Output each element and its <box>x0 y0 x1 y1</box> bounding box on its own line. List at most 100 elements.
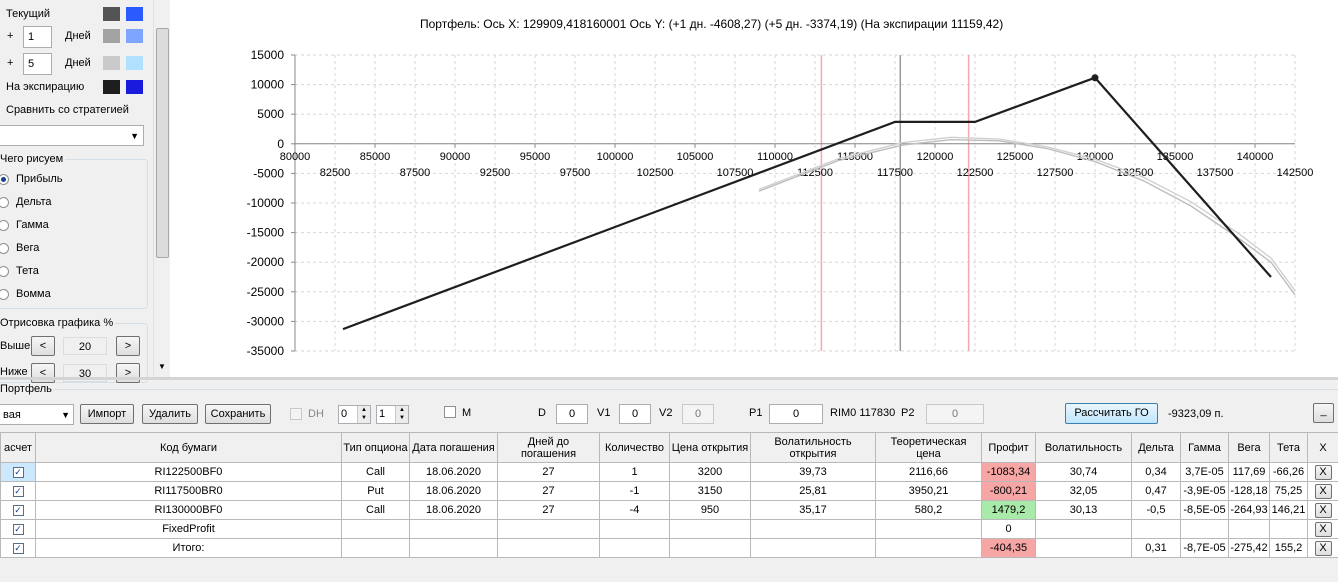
spin-arrows-icon[interactable]: ▲ ▼ <box>395 406 408 423</box>
cell-type[interactable]: Call <box>341 462 410 482</box>
remove-row-button[interactable]: X <box>1314 502 1332 518</box>
column-header[interactable]: Теоретическая цена <box>875 432 982 463</box>
cell-vol[interactable]: 30,74 <box>1035 462 1132 482</box>
cell-qty[interactable] <box>599 538 670 558</box>
cell-type[interactable] <box>341 519 410 539</box>
spin-arrows-icon[interactable]: ▲ ▼ <box>357 406 370 423</box>
calc-cell[interactable]: ✓ <box>0 462 36 482</box>
table-row[interactable]: ✓ Итого: -404,35 0,31 -8,7E-05 -275,42 155,2 X <box>0 538 1338 558</box>
cell-gamma[interactable]: -3,9E-05 <box>1180 481 1229 501</box>
portfolio-select[interactable]: вая ▼ <box>0 404 74 425</box>
d1-color-b[interactable] <box>126 29 143 43</box>
table-row[interactable]: ✓ RI130000BF0 Call 18.06.2020 27 -4 950 35,17 58… <box>0 500 1338 520</box>
above-decrease-button[interactable]: < <box>31 336 55 356</box>
cell-price[interactable]: 3150 <box>669 481 751 501</box>
column-header[interactable]: Количество <box>599 432 670 463</box>
cell-price[interactable]: 3200 <box>669 462 751 482</box>
remove-row-button[interactable]: X <box>1314 483 1332 499</box>
cell-date[interactable]: 18.06.2020 <box>409 462 498 482</box>
remove-row-button[interactable]: X <box>1314 521 1332 537</box>
cell-theta[interactable]: 75,25 <box>1269 481 1308 501</box>
exp-color-b[interactable] <box>126 80 143 94</box>
left-panel-scrollbar[interactable]: ▼ <box>153 0 170 377</box>
cell-date[interactable] <box>409 519 498 539</box>
calc-checkbox[interactable]: ✓ <box>12 485 24 497</box>
cell-vega[interactable]: 117,69 <box>1228 462 1270 482</box>
cell-code[interactable]: RI130000BF0 <box>35 500 342 520</box>
draw-radio-0[interactable] <box>0 174 9 185</box>
cell-delta[interactable] <box>1131 519 1181 539</box>
calculate-go-button[interactable]: Рассчитать ГО <box>1065 403 1158 424</box>
cell-type[interactable]: Call <box>341 500 410 520</box>
cell-profit[interactable]: 0 <box>981 519 1036 539</box>
remove-row-button[interactable]: X <box>1314 464 1332 480</box>
below-decrease-button[interactable]: < <box>31 363 55 383</box>
cell-days[interactable]: 27 <box>497 500 600 520</box>
table-row[interactable]: ✓ RI122500BF0 Call 18.06.2020 27 1 3200 39,73 21… <box>0 462 1338 482</box>
cell-theo[interactable]: 580,2 <box>875 500 982 520</box>
cell-price[interactable] <box>669 519 751 539</box>
current-color-a[interactable] <box>103 7 120 21</box>
column-header[interactable]: Код бумаги <box>35 432 342 463</box>
d1-color-a[interactable] <box>103 29 120 43</box>
dh-spin-b[interactable]: 1 ▲ ▼ <box>376 405 409 424</box>
column-header[interactable]: Волатильность <box>1035 432 1132 463</box>
d-field[interactable]: 0 <box>556 404 588 424</box>
cell-code[interactable]: RI122500BF0 <box>35 462 342 482</box>
cell-code[interactable]: FixedProfit <box>35 519 342 539</box>
cell-theo[interactable] <box>875 519 982 539</box>
column-header[interactable]: Цена открытия <box>669 432 751 463</box>
cell-vol_open[interactable]: 35,17 <box>750 500 876 520</box>
draw-radio-2[interactable] <box>0 220 9 231</box>
cell-delta[interactable]: 0,34 <box>1131 462 1181 482</box>
calc-cell[interactable]: ✓ <box>0 538 36 558</box>
calc-checkbox[interactable]: ✓ <box>12 542 24 554</box>
cell-vol_open[interactable] <box>750 538 876 558</box>
draw-radio-5[interactable] <box>0 289 9 300</box>
draw-radio-3[interactable] <box>0 243 9 254</box>
cell-vol[interactable]: 32,05 <box>1035 481 1132 501</box>
column-header[interactable]: Дата погашения <box>409 432 498 463</box>
cell-delta[interactable]: -0,5 <box>1131 500 1181 520</box>
cell-price[interactable] <box>669 538 751 558</box>
dh-spin-a[interactable]: 0 ▲ ▼ <box>338 405 371 424</box>
cell-delta[interactable]: 0,31 <box>1131 538 1181 558</box>
cell-theo[interactable] <box>875 538 982 558</box>
cell-profit[interactable]: -800,21 <box>981 481 1036 501</box>
cell-date[interactable]: 18.06.2020 <box>409 500 498 520</box>
cell-vega[interactable]: -128,18 <box>1228 481 1270 501</box>
cell-qty[interactable]: -4 <box>599 500 670 520</box>
cell-delta[interactable]: 0,47 <box>1131 481 1181 501</box>
cell-code[interactable]: Итого: <box>35 538 342 558</box>
cell-vol[interactable]: 30,13 <box>1035 500 1132 520</box>
calc-cell[interactable]: ✓ <box>0 481 36 501</box>
cell-theo[interactable]: 2116,66 <box>875 462 982 482</box>
cell-date[interactable]: 18.06.2020 <box>409 481 498 501</box>
minimize-grid-button[interactable]: _ <box>1313 403 1334 423</box>
calc-checkbox[interactable]: ✓ <box>12 504 24 516</box>
cell-gamma[interactable]: -8,7E-05 <box>1180 538 1229 558</box>
draw-radio-4[interactable] <box>0 266 9 277</box>
cell-theta[interactable]: 146,21 <box>1269 500 1308 520</box>
cell-type[interactable]: Put <box>341 481 410 501</box>
column-header[interactable]: Дельта <box>1131 432 1181 463</box>
column-header[interactable]: Дней до погашения <box>497 432 600 463</box>
cell-days[interactable]: 27 <box>497 481 600 501</box>
cell-days[interactable]: 27 <box>497 462 600 482</box>
calc-checkbox[interactable]: ✓ <box>12 523 24 535</box>
save-button[interactable]: Сохранить <box>205 404 271 424</box>
column-header[interactable]: асчет <box>0 432 36 463</box>
m-checkbox[interactable] <box>444 406 456 418</box>
scroll-down-icon[interactable]: ▼ <box>158 362 166 371</box>
cell-gamma[interactable]: -8,5E-05 <box>1180 500 1229 520</box>
column-header[interactable]: Тета <box>1269 432 1308 463</box>
cell-vega[interactable] <box>1228 519 1270 539</box>
delete-button[interactable]: Удалить <box>142 404 198 424</box>
cell-price[interactable]: 950 <box>669 500 751 520</box>
cell-type[interactable] <box>341 538 410 558</box>
dh-checkbox[interactable] <box>290 408 302 420</box>
compare-strategy-select[interactable]: ▼ <box>0 125 144 146</box>
column-header[interactable]: Профит <box>981 432 1036 463</box>
cell-vol_open[interactable] <box>750 519 876 539</box>
cell-vol_open[interactable]: 39,73 <box>750 462 876 482</box>
